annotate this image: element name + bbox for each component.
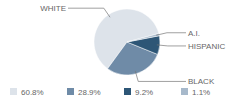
pie [94,9,160,75]
pie-slice [127,33,159,42]
legend-swatch [181,88,188,95]
leader-line [156,33,186,35]
leader-line [135,71,186,82]
slice-label: HISPANIC [188,42,225,51]
legend-label: 28.9% [78,88,101,97]
slice-label: A.I. [188,29,200,38]
legend: 60.8% 28.9% 9.2% 1.1% [10,88,210,97]
legend-swatch [10,88,17,95]
slice-label: WHITE [40,4,66,13]
chart: WHITE BLACK HISPANIC A.I. 60.8% 28.9% 9.2% 1.1% [0,0,240,100]
slice-labels: WHITE BLACK HISPANIC A.I. [40,4,225,86]
slice-label: BLACK [188,77,215,86]
leader-line [68,8,110,17]
legend-label: 1.1% [192,88,210,97]
legend-label: 9.2% [135,88,153,97]
legend-swatch [124,88,131,95]
leader-line [157,45,186,46]
legend-swatch [67,88,74,95]
legend-label: 60.8% [21,88,44,97]
